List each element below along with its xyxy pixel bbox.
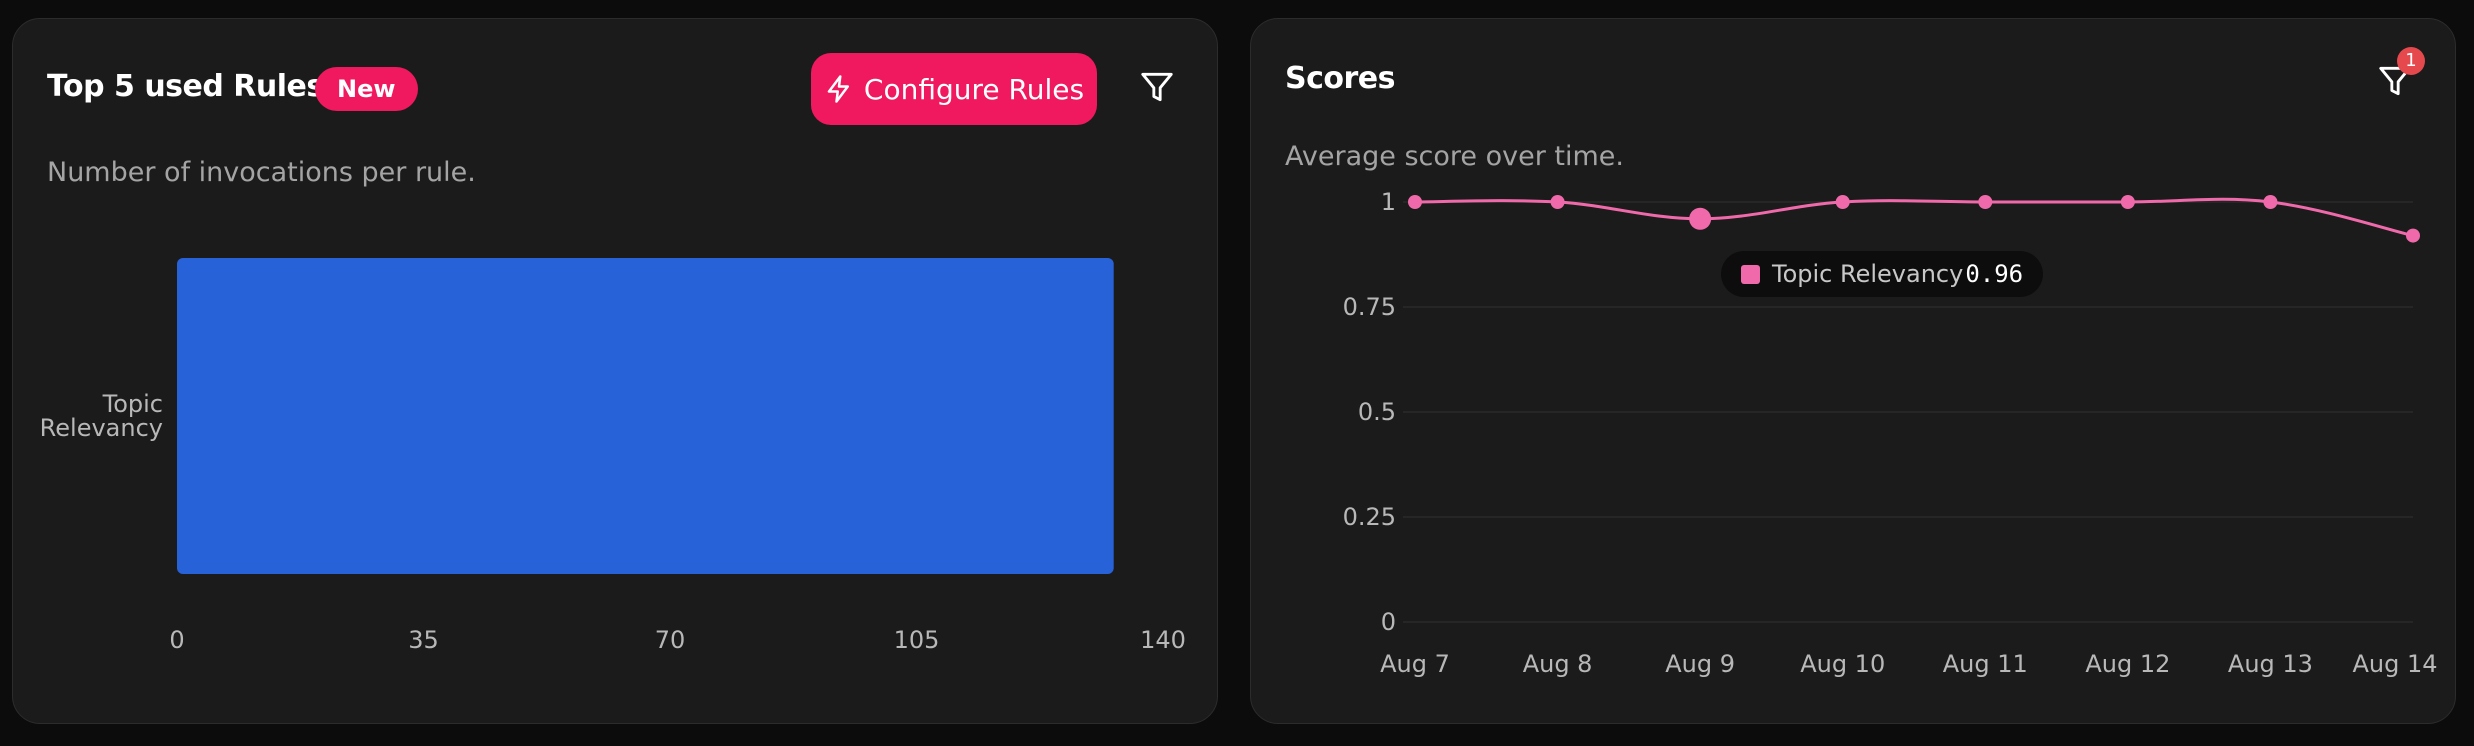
x-tick-label: Aug 8 xyxy=(1523,650,1593,678)
filter-button[interactable] xyxy=(1135,65,1179,109)
series-swatch xyxy=(1741,264,1760,284)
series-line xyxy=(1414,197,2414,238)
configure-rules-label: Configure Rules xyxy=(863,72,1085,106)
line-chart: 0 0.25 0.5 0.75 1 Aug 7 Aug 8 Aug 9 Aug 10 Aug 11… xyxy=(1343,188,2438,678)
data-point[interactable] xyxy=(1978,195,1993,209)
y-tick-label: 1 xyxy=(1381,188,1396,216)
top-rules-card: Top 5 used Rules New Configure Rules Num… xyxy=(12,18,1218,724)
x-tick-label: Aug 9 xyxy=(1665,650,1735,678)
chart-tooltip: Topic Relevancy 0.96 xyxy=(1721,251,2044,297)
new-badge: New xyxy=(315,67,418,111)
x-tick-label: Aug 12 xyxy=(2085,650,2170,678)
configure-rules-button[interactable]: Configure Rules xyxy=(811,53,1097,125)
tooltip-series-name: Topic Relevancy xyxy=(1772,260,1964,288)
x-tick-label: Aug 14 xyxy=(2352,650,2437,678)
x-tick-label: 140 xyxy=(1140,626,1186,654)
y-tick-label: Topic xyxy=(102,390,163,418)
x-tick-label: 0 xyxy=(169,626,184,654)
x-tick-label: 70 xyxy=(655,626,686,654)
y-tick-label: Relevancy xyxy=(40,414,163,442)
data-point[interactable] xyxy=(1550,195,1565,209)
card-title: Top 5 used Rules xyxy=(47,69,324,104)
bar-topic-relevancy[interactable] xyxy=(177,258,1114,574)
y-tick-label: 0.25 xyxy=(1343,503,1396,531)
data-point[interactable] xyxy=(2263,195,2278,209)
data-point[interactable] xyxy=(1408,195,1422,209)
y-tick-label: 0.5 xyxy=(1358,398,1396,426)
data-point[interactable] xyxy=(2120,195,2135,209)
tooltip-value: 0.96 xyxy=(1965,260,2024,288)
x-tick-label: Aug 10 xyxy=(1800,650,1885,678)
filter-button[interactable]: 1 xyxy=(2373,47,2425,103)
x-tick-label: 105 xyxy=(894,626,940,654)
filter-count-badge: 1 xyxy=(2397,47,2425,75)
scores-card: Scores 1 Average score over time. 0 0.25 0… xyxy=(1250,18,2456,724)
x-tick-label: 35 xyxy=(408,626,439,654)
x-tick-label: Aug 13 xyxy=(2228,650,2313,678)
y-tick-label: 0.75 xyxy=(1343,293,1396,321)
lightning-icon xyxy=(824,74,854,104)
data-point[interactable] xyxy=(1835,195,1850,209)
data-point[interactable] xyxy=(2406,228,2420,243)
y-tick-label: 0 xyxy=(1381,608,1396,636)
card-subtitle: Average score over time. xyxy=(1285,141,1624,172)
filter-icon xyxy=(1138,68,1176,106)
x-tick-label: Aug 11 xyxy=(1943,650,2028,678)
card-title: Scores xyxy=(1285,61,1396,96)
card-subtitle: Number of invocations per rule. xyxy=(47,157,476,188)
data-point[interactable] xyxy=(1689,207,1712,230)
x-tick-label: Aug 7 xyxy=(1380,650,1450,678)
